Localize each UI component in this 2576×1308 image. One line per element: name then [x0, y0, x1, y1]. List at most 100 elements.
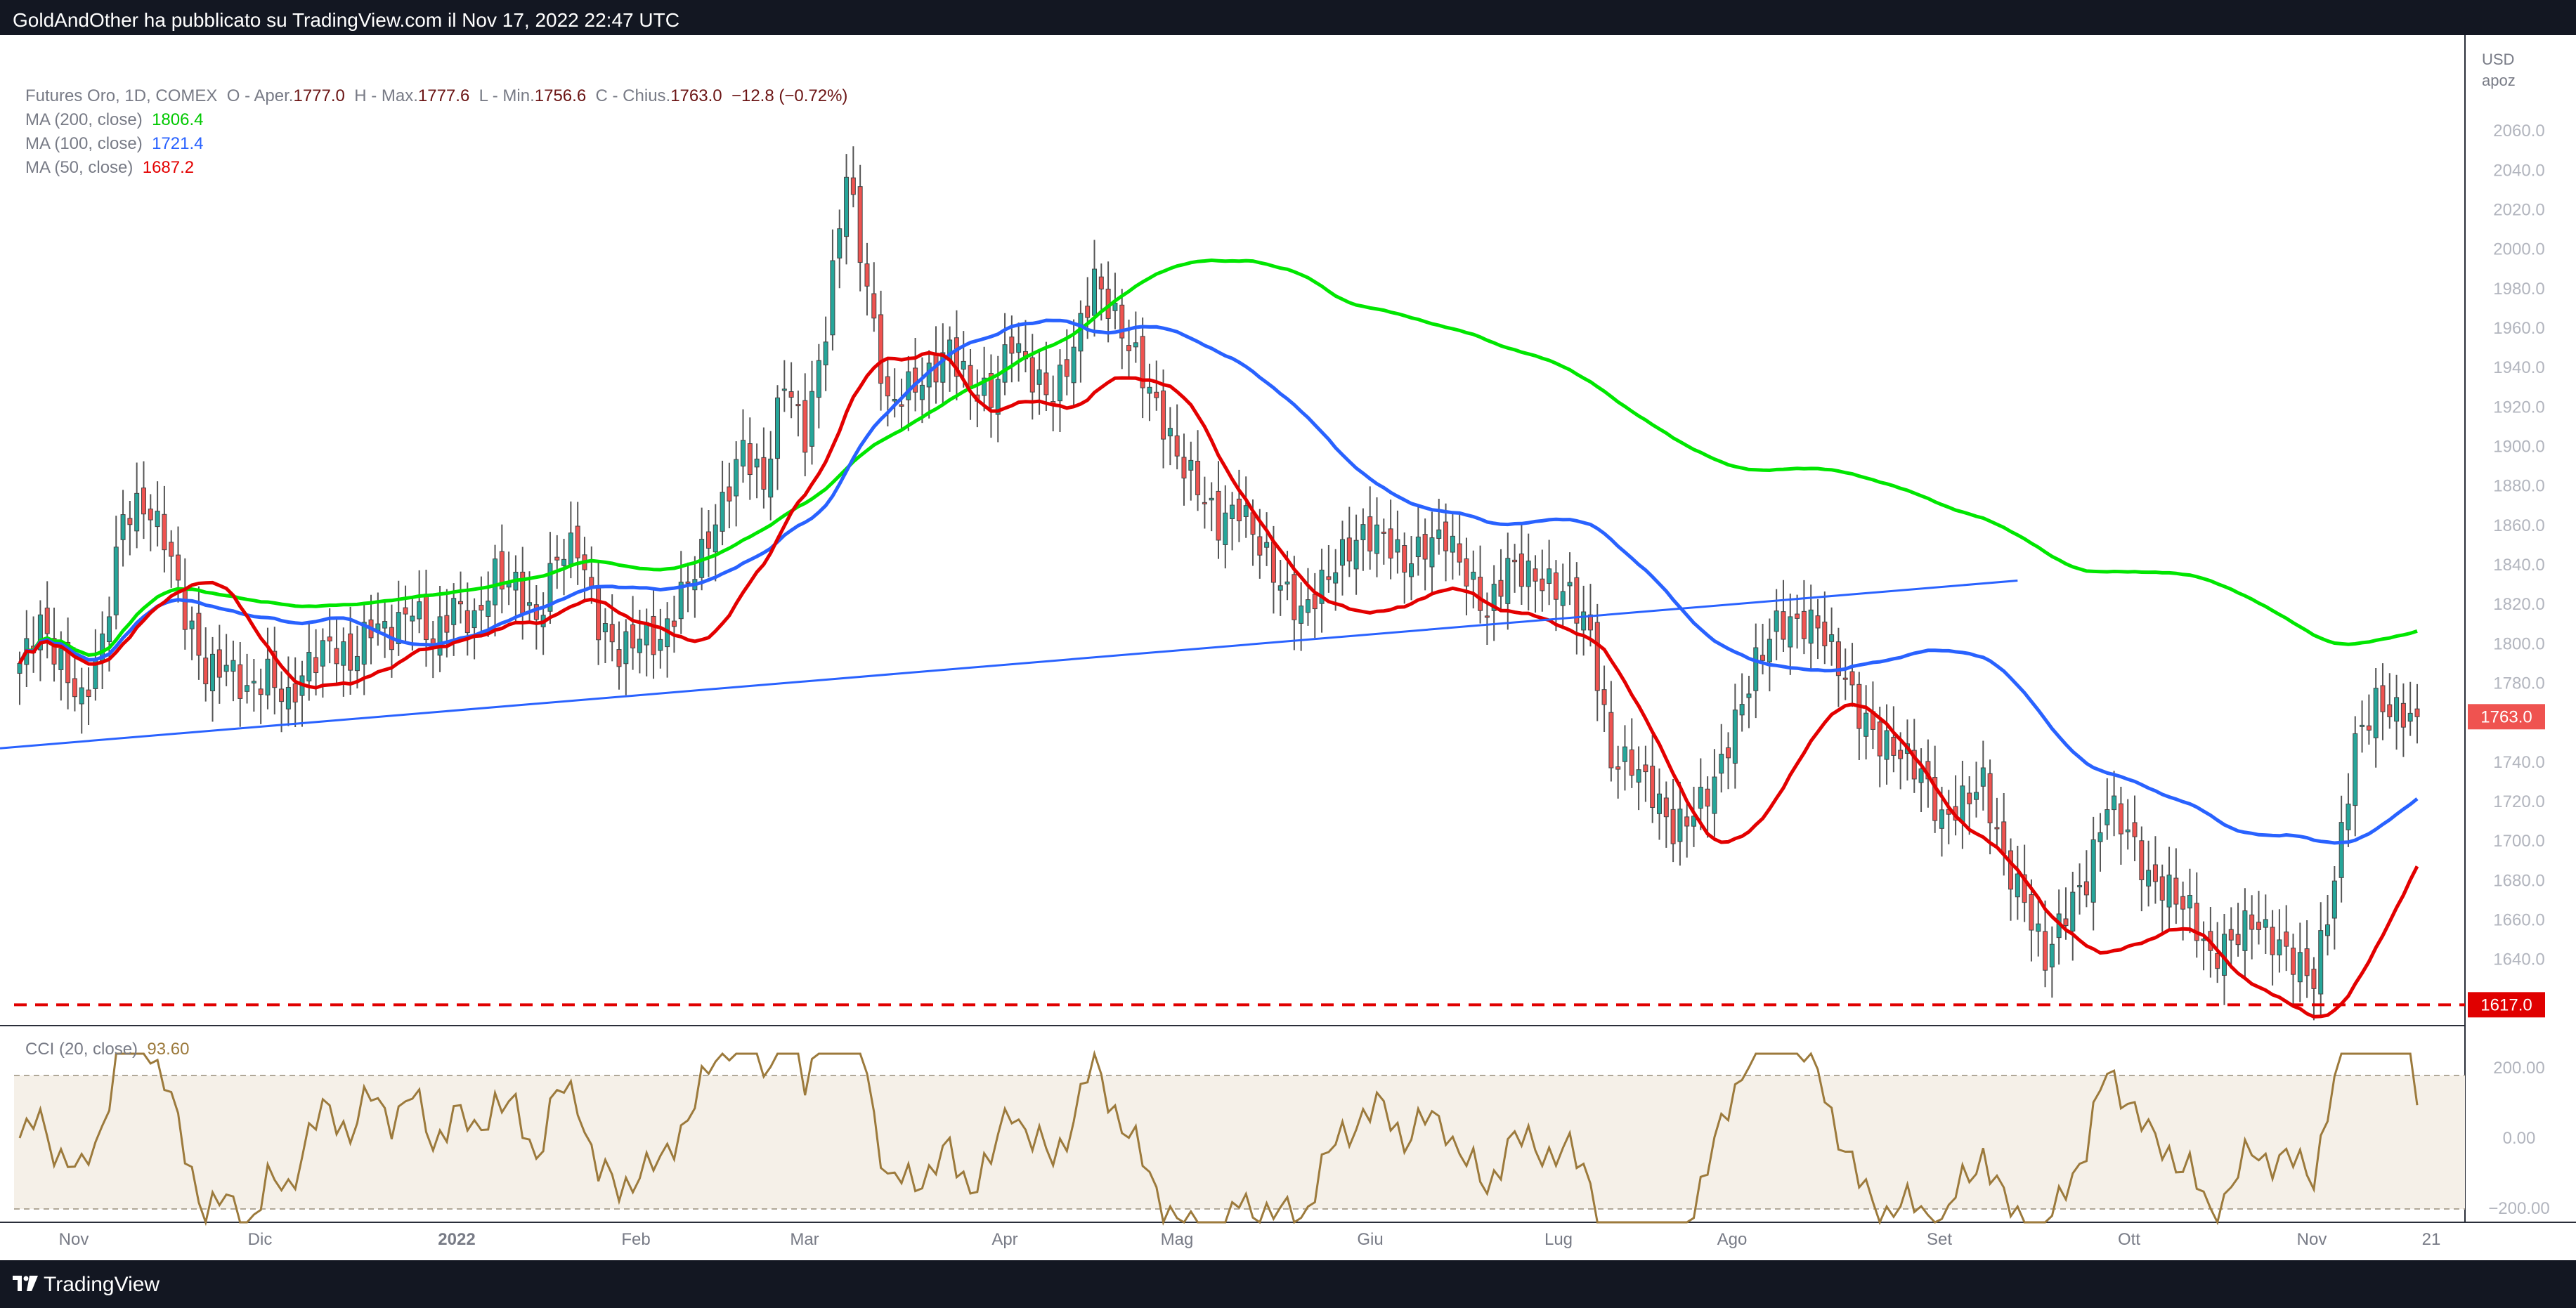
candle-body — [2414, 708, 2420, 717]
candle-body — [1457, 543, 1462, 563]
candle-body — [1333, 572, 1339, 584]
candle-body — [2235, 934, 2241, 946]
candle-body — [1518, 554, 1524, 587]
ohlc-row: Futures Oro, 1D, COMEX O - Aper.1777.0 H… — [25, 84, 847, 108]
candle-body — [141, 488, 146, 515]
legend: Futures Oro, 1D, COMEX O - Aper.1777.0 H… — [25, 84, 847, 180]
ma100-row: MA (100, close) 1721.4 — [25, 132, 847, 156]
candle-body — [2338, 822, 2344, 878]
candle-body — [602, 623, 608, 633]
candle-body — [1712, 776, 1717, 814]
candle-body — [1353, 539, 1359, 570]
support-price-box — [2468, 992, 2545, 1018]
candle-body — [51, 638, 57, 665]
time-axis-label: Feb — [621, 1230, 650, 1249]
cci-tick-label: 200.00 — [2493, 1059, 2544, 1078]
candle-body — [1553, 573, 1559, 600]
close-value: 1763.0 — [670, 86, 722, 105]
candle-body — [1560, 591, 1566, 606]
candle-body — [1808, 609, 1814, 644]
price-tick-label: 1800.0 — [2493, 634, 2544, 653]
price-tick-label: 1880.0 — [2493, 477, 2544, 496]
candle-body — [2015, 873, 2020, 898]
candle-body — [2270, 927, 2275, 955]
ma50-row: MA (50, close) 1687.2 — [25, 156, 847, 180]
candle-body — [313, 657, 319, 674]
price-tick-label: 1940.0 — [2493, 358, 2544, 377]
candle-body — [2166, 875, 2172, 908]
currency-unit: apoz — [2482, 72, 2516, 89]
candle-body — [2228, 929, 2234, 941]
candle-body — [1092, 268, 1098, 316]
candle-body — [58, 648, 64, 670]
ma50-value: 1687.2 — [142, 158, 195, 177]
candle-body — [616, 649, 622, 667]
close-label: C - Chius. — [595, 86, 671, 105]
candle-body — [1209, 497, 1214, 501]
candle-body — [44, 608, 50, 634]
candle-body — [1402, 545, 1407, 573]
candle-body — [17, 662, 22, 674]
currency-code: USD — [2482, 51, 2515, 68]
candle-body — [223, 665, 229, 672]
candle-body — [1877, 721, 1882, 757]
candle-body — [2256, 922, 2261, 930]
candle-body — [1043, 372, 1049, 395]
price-tick-label: 1740.0 — [2493, 753, 2544, 772]
candle-body — [705, 531, 711, 549]
candle-body — [2036, 923, 2041, 932]
candle-body — [471, 610, 477, 629]
candle-body — [396, 612, 401, 644]
candle-body — [1684, 816, 1690, 827]
publisher-header: GoldAndOther ha pubblicato su TradingVie… — [0, 0, 2576, 35]
candle-body — [899, 404, 904, 407]
candle-body — [795, 404, 801, 407]
candle-body — [2132, 822, 2138, 837]
candle-body — [1277, 585, 1283, 591]
low-value: 1756.6 — [534, 86, 587, 105]
candle-body — [2043, 931, 2048, 971]
candle-body — [417, 601, 422, 620]
candle-body — [2112, 795, 2117, 811]
candle-body — [1547, 568, 1552, 584]
candle-body — [1450, 535, 1455, 553]
candle-body — [2159, 876, 2165, 901]
candle-body — [1305, 599, 1310, 613]
candle-body — [1161, 390, 1166, 440]
candle-body — [1980, 767, 1986, 787]
candle-body — [1960, 785, 1965, 823]
candle-body — [1629, 749, 1634, 776]
candle-body — [1974, 792, 1979, 800]
candle-body — [1009, 336, 1015, 354]
candle-body — [809, 391, 815, 447]
candle-body — [871, 293, 877, 319]
price-tick-label: 2060.0 — [2493, 122, 2544, 140]
candle-body — [1939, 809, 1944, 829]
candle-body — [1181, 457, 1187, 479]
candle-body — [2077, 885, 2083, 888]
candle-body — [830, 260, 835, 336]
candle-body — [2407, 712, 2413, 722]
candle-body — [2346, 804, 2351, 830]
candle-body — [1656, 793, 1662, 814]
candle-body — [272, 650, 278, 688]
candle-body — [1540, 578, 1545, 591]
chart-area[interactable]: 1640.01660.01680.01700.01720.01740.01760… — [0, 35, 2576, 1260]
candle-body — [1746, 693, 1752, 698]
candle-body — [2263, 919, 2268, 928]
time-axis-label: Dic — [248, 1230, 273, 1249]
candle-body — [781, 388, 787, 391]
ma200-row: MA (200, close) 1806.4 — [25, 108, 847, 132]
price-chart[interactable]: 1640.01660.01680.01700.01720.01740.01760… — [0, 35, 2576, 1260]
current-price-label: 1763.0 — [2480, 707, 2532, 726]
ma100-value: 1721.4 — [152, 134, 204, 153]
candle-body — [444, 615, 450, 633]
candle-body — [1918, 769, 1924, 783]
candle-body — [2022, 874, 2027, 903]
candle-body — [499, 551, 505, 590]
candle-body — [334, 648, 339, 665]
candle-body — [2394, 697, 2400, 722]
time-axis-label: Set — [1927, 1230, 1952, 1249]
footer-brand: TradingView — [44, 1273, 160, 1296]
candle-body — [245, 685, 250, 692]
